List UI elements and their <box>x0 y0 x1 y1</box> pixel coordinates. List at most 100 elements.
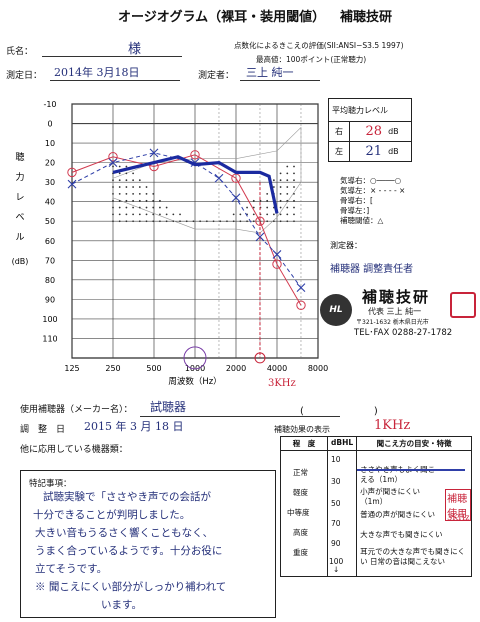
notes-line: 十分できることが判明しました。 <box>33 509 191 521</box>
x-tick-label: 8000 <box>308 364 328 373</box>
speech-banana-dot <box>266 199 269 202</box>
speech-banana-dot <box>125 179 128 182</box>
speech-banana-dot <box>132 179 135 182</box>
effect-db-col: 10 30 50 70 90 100 ↓ <box>326 450 358 577</box>
avg-hearing-table: 平均聴力レベル 右 28 dB 左 21 dB <box>328 98 413 162</box>
notes-line: 試聴実験で「ささやき声での会話が <box>43 491 211 503</box>
speech-banana-dot <box>125 186 128 188</box>
speech-banana-dot <box>125 172 128 175</box>
note-hearing-aid: 補聴使用 <box>445 489 471 521</box>
speech-banana-dot <box>132 220 135 223</box>
db-90: 90 <box>331 539 341 548</box>
speech-banana-dot <box>259 199 262 202</box>
speech-banana-dot <box>138 192 141 195</box>
y-tick-label: 110 <box>42 334 57 343</box>
device-tester-value: 補聴器 調整責任者 <box>330 264 414 275</box>
speech-banana-dot <box>145 192 148 195</box>
stamp-rep: 代表 三上 純一 <box>368 307 422 316</box>
stamp-logo-icon: HL <box>320 294 352 326</box>
desc-mild: 小声が聞きにくい（1m） <box>360 487 421 506</box>
speech-banana-dot <box>145 199 148 202</box>
speech-banana-dot <box>112 165 114 168</box>
speech-banana-dot <box>118 199 121 202</box>
speech-banana-dot <box>279 199 282 202</box>
degree-normal: 正常 <box>293 468 308 477</box>
speech-banana-dot <box>293 165 295 168</box>
speech-banana-dot <box>266 220 269 223</box>
speech-banana-dot <box>192 220 195 223</box>
x-tick-label: 4000 <box>267 364 287 373</box>
series-line-補聴閾値 <box>112 155 279 214</box>
speech-banana-dot <box>185 220 188 223</box>
db-100: 100 <box>329 557 344 566</box>
point-left-ear <box>108 158 118 168</box>
x-tick-label: 2000 <box>226 364 246 373</box>
speech-banana-dot <box>112 220 114 223</box>
note-3khz: 3KHz <box>447 513 470 522</box>
adjust-date-value: 2015 年 3 月 18 日 <box>84 420 184 433</box>
max-value: 最高値：100ポイント(正常聴力) <box>256 55 367 64</box>
effect-label: 補聴効果の表示 <box>274 425 330 434</box>
y-axis-label: (dB) <box>12 257 29 266</box>
desc-moderate: 普通の声が聞きにくい <box>360 510 436 519</box>
avg-unit: dB <box>385 121 413 142</box>
effect-degree-col: 正常 軽度 中等度 高度 重度 <box>280 450 328 577</box>
speech-banana-dot <box>138 179 141 182</box>
x-tick-label: 500 <box>146 364 161 373</box>
desc-profound: 耳元での大きな声でも聞きにくい 日常の音は聞こえない <box>360 547 466 566</box>
point-right-ear <box>190 150 200 160</box>
point-left-ear <box>272 250 282 259</box>
legend-item: 骨導右：[ <box>340 196 373 205</box>
speech-banana-dot <box>125 206 128 209</box>
speech-banana-dot <box>112 179 114 182</box>
speech-banana-dot <box>152 220 155 223</box>
stamp-name: 補聴技研 <box>362 288 431 306</box>
point-right-ear <box>231 173 241 183</box>
series-line-気導右 <box>71 154 302 306</box>
name-value: 様 <box>128 42 142 57</box>
speech-banana-dot <box>112 213 114 216</box>
speech-banana-dot <box>252 199 255 202</box>
speech-banana-dot <box>279 186 282 188</box>
speech-banana-dot <box>132 213 135 216</box>
db-70: 70 <box>331 519 341 528</box>
speech-banana-dot <box>138 206 141 209</box>
strike-line <box>357 469 466 471</box>
db-10: 10 <box>331 455 341 464</box>
speech-banana-dot <box>272 213 275 216</box>
y-tick-label: 60 <box>45 237 55 246</box>
speech-banana-dot <box>118 172 121 175</box>
point-right-ear <box>108 152 118 162</box>
point-left-ear <box>296 283 306 293</box>
speech-banana-dot <box>293 192 295 195</box>
y-tick-label: 40 <box>45 198 55 207</box>
speech-banana-dot <box>286 179 289 182</box>
speech-banana-dot <box>145 206 148 209</box>
effect-header-db: dBHL <box>326 436 358 451</box>
db-50: 50 <box>331 499 341 508</box>
speech-banana-dot <box>112 199 114 202</box>
speech-banana-dot <box>219 220 222 223</box>
speech-banana-dot <box>125 220 128 223</box>
speech-banana-dot <box>279 192 282 195</box>
speech-banana-dot <box>232 220 235 223</box>
speech-banana-dot <box>125 199 128 202</box>
speech-banana-dot <box>118 186 121 188</box>
scoring-title: 点数化によるきこえの評価(SII:ANSI−S3.5 1997) <box>234 41 404 50</box>
special-notes-box: 特記事項： 試聴実験で「ささやき声での会話が 十分できることが判明しました。 大… <box>20 470 276 618</box>
other-devices-label: 他に応用している機器類： <box>20 445 128 455</box>
degree-severe: 高度 <box>293 528 308 537</box>
speech-banana-dot <box>112 192 114 195</box>
speech-banana-dot <box>279 206 282 209</box>
speech-banana-dot <box>286 199 289 202</box>
device-value: 試聴器 <box>150 400 187 414</box>
speech-banana-dot <box>152 192 155 195</box>
speech-banana-dot <box>286 192 289 195</box>
speech-banana-dot <box>293 199 295 202</box>
speech-banana-dot <box>172 213 175 216</box>
date-label: 測定日： <box>6 71 43 81</box>
degree-profound: 重度 <box>293 548 308 557</box>
avg-value: 28 <box>349 121 386 142</box>
speech-banana-dot <box>118 206 121 209</box>
speech-banana-dot <box>212 220 215 223</box>
